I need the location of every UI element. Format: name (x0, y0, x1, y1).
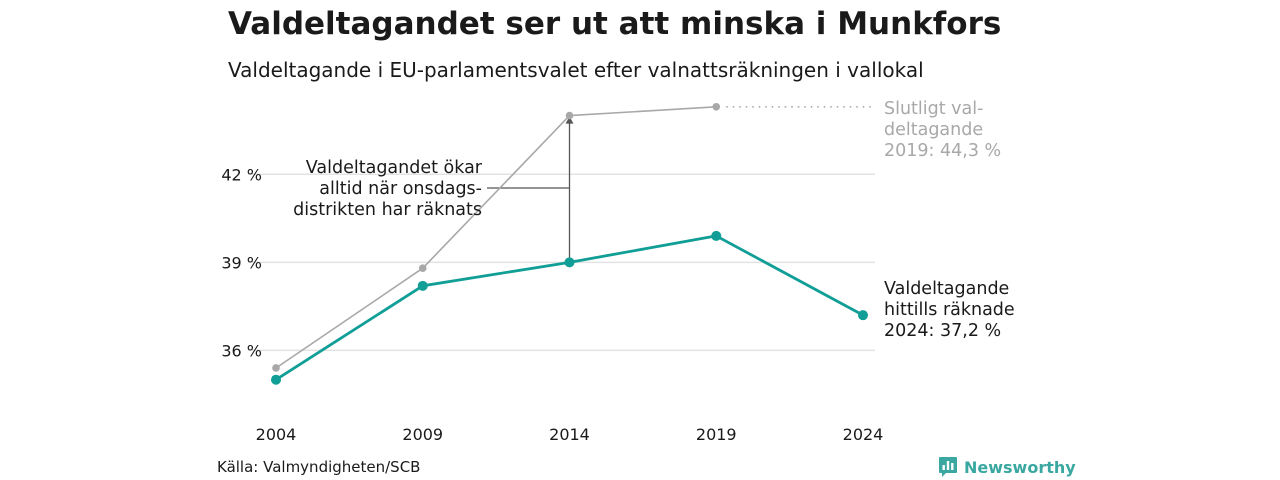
data-point-final (712, 103, 721, 111)
x-tick-label: 2004 (256, 425, 297, 444)
annotation-final: deltagande (884, 120, 983, 140)
x-tick-label: 2024 (843, 425, 884, 444)
y-tick-label: 42 % (221, 165, 262, 184)
data-point-current (858, 310, 868, 321)
data-point-final (565, 111, 574, 120)
data-point-current (417, 280, 428, 291)
annotation-current: 2024: 37,2 % (884, 321, 1001, 341)
x-tick-label: 2014 (549, 425, 590, 444)
annotation-current: Valdeltagande (884, 279, 1009, 299)
y-tick-label: 39 % (221, 253, 262, 272)
annotation-final: 2019: 44,3 % (884, 141, 1001, 161)
y-tick-label: 36 % (221, 341, 262, 360)
data-point-current (271, 374, 281, 385)
chart-title: Valdeltagandet ser ut att minska i Munkf… (228, 6, 1002, 42)
data-point-current (711, 230, 722, 241)
newsworthy-logo[interactable]: Newsworthy (938, 456, 1076, 478)
data-point-current (564, 257, 575, 268)
annotation-current: hittills räknade (884, 300, 1015, 320)
data-point-final (272, 364, 280, 372)
annotation-note: Valdeltagandet ökar (306, 158, 483, 178)
annotation-arrow-head (565, 116, 574, 124)
source-note: Källa: Valmyndigheten/SCB (217, 458, 421, 476)
series-line-final (275, 106, 717, 369)
chart-subtitle: Valdeltagande i EU-parlamentsvalet efter… (228, 58, 924, 82)
annotation-note: alltid när onsdags- (319, 179, 482, 199)
annotation-note: distrikten har räknats (293, 200, 482, 220)
data-point-final (418, 264, 427, 273)
bar-chart-icon (939, 457, 957, 477)
brand-name: Newsworthy (964, 457, 1076, 477)
x-tick-label: 2019 (696, 425, 737, 444)
x-tick-label: 2009 (402, 425, 443, 444)
annotation-final: Slutligt val- (884, 99, 983, 119)
